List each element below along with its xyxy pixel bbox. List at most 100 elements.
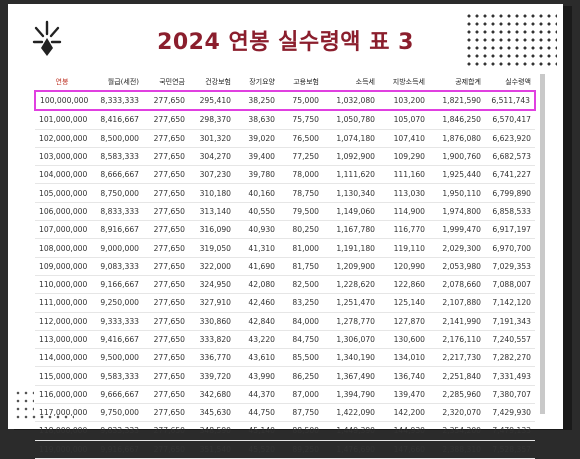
table-cell: 6,858,533 <box>485 202 535 222</box>
table-cell: 113,030 <box>379 183 429 203</box>
table-cell: 277,650 <box>143 440 189 459</box>
table-cell: 9,916,667 <box>93 440 143 459</box>
table-cell: 322,000 <box>189 257 235 276</box>
table-cell: 9,083,333 <box>93 257 143 276</box>
table-cell: 40,930 <box>235 220 279 240</box>
table-row: 112,000,000 9,333,333 277,650 330,860 42,840… <box>35 312 535 331</box>
table-cell: 295,410 <box>189 89 235 112</box>
table-cell: 324,950 <box>189 275 235 295</box>
table-cell: 333,820 <box>189 330 235 350</box>
table-cell: 86,250 <box>279 366 323 386</box>
column-header: 국민연금 <box>143 74 189 92</box>
table-cell: 277,650 <box>143 385 189 405</box>
page-title: 2024 연봉 실수령액 표 3 <box>157 30 414 55</box>
table-row: 109,000,000 9,083,333 277,650 322,000 41,690… <box>35 257 535 276</box>
table-cell: 7,528,357 <box>485 440 535 459</box>
table-cell: 277,650 <box>143 421 189 441</box>
table-cell: 6,970,700 <box>485 238 535 258</box>
table-cell: 7,282,270 <box>485 348 535 368</box>
table-cell: 8,416,667 <box>93 110 143 130</box>
table-row: 118,000,000 9,833,333 277,650 348,590 45,140… <box>35 421 535 441</box>
table-cell: 6,623,920 <box>485 129 535 148</box>
salary-table-container: 연봉 월급(세전) 국민연금 건강보험 장기요양 고용보험 소득세 지방소득세 공제합계 실수령액… <box>34 74 545 459</box>
table-row: 113,000,000 9,416,667 277,650 333,820 43,220… <box>35 330 535 350</box>
table-cell: 8,833,333 <box>93 202 143 222</box>
table-cell: 77,250 <box>279 147 323 167</box>
table-cell: 1,306,070 <box>323 330 379 350</box>
table-header-row: 연봉 월급(세전) 국민연금 건강보험 장기요양 고용보험 소득세 지방소득세 공제합계 실수령액 <box>35 74 535 92</box>
table-cell: 7,029,353 <box>485 257 535 276</box>
table-cell: 107,410 <box>379 129 429 148</box>
table-cell: 1,228,620 <box>323 275 379 295</box>
table-cell: 277,650 <box>143 293 189 313</box>
table-cell: 9,000,000 <box>93 238 143 258</box>
table-cell: 339,720 <box>189 366 235 386</box>
table-cell: 106,000,000 <box>35 202 93 222</box>
table-cell: 7,380,707 <box>485 385 535 405</box>
table-cell: 6,799,890 <box>485 183 535 203</box>
table-row: 114,000,000 9,500,000 277,650 336,770 43,610… <box>35 348 535 368</box>
table-cell: 298,370 <box>189 110 235 130</box>
table-row: 106,000,000 8,833,333 277,650 313,140 40,550… <box>35 202 535 222</box>
table-cell: 277,650 <box>143 202 189 222</box>
table-cell: 1,111,620 <box>323 165 379 185</box>
table-cell: 348,590 <box>189 421 235 441</box>
table-cell: 7,088,007 <box>485 275 535 295</box>
table-cell: 81,000 <box>279 238 323 258</box>
table-row: 103,000,000 8,583,333 277,650 304,270 39,400… <box>35 147 535 167</box>
table-cell: 1,950,110 <box>429 183 485 203</box>
table-cell: 42,840 <box>235 312 279 331</box>
column-header: 공제합계 <box>429 74 485 92</box>
table-cell: 2,217,730 <box>429 348 485 368</box>
table-cell: 6,917,197 <box>485 220 535 240</box>
table-cell: 43,990 <box>235 366 279 386</box>
table-cell: 134,010 <box>379 348 429 368</box>
table-row: 101,000,000 8,416,667 277,650 298,370 38,630… <box>35 110 535 130</box>
table-cell: 9,583,333 <box>93 366 143 386</box>
table-cell: 8,583,333 <box>93 147 143 167</box>
table-cell: 39,020 <box>235 129 279 148</box>
table-cell: 304,270 <box>189 147 235 167</box>
table-cell: 110,000,000 <box>35 275 93 295</box>
table-cell: 84,000 <box>279 312 323 331</box>
table-cell: 75,000 <box>279 89 323 112</box>
table-cell: 105,070 <box>379 110 429 130</box>
table-cell: 319,050 <box>189 238 235 258</box>
column-header: 월급(세전) <box>93 74 143 92</box>
table-cell: 40,160 <box>235 183 279 203</box>
table-cell: 116,770 <box>379 220 429 240</box>
table-cell: 1,925,440 <box>429 165 485 185</box>
table-cell: 277,650 <box>143 257 189 276</box>
column-header: 연봉 <box>35 74 93 92</box>
table-cell: 79,500 <box>279 202 323 222</box>
table-cell: 41,690 <box>235 257 279 276</box>
table-cell: 277,650 <box>143 403 189 423</box>
table-cell: 7,240,557 <box>485 330 535 350</box>
table-cell: 7,429,930 <box>485 403 535 423</box>
table-cell: 107,000,000 <box>35 220 93 240</box>
table-row: 105,000,000 8,750,000 277,650 310,180 40,160… <box>35 183 535 203</box>
table-cell: 1,846,250 <box>429 110 485 130</box>
table-cell: 277,650 <box>143 147 189 167</box>
table-cell: 118,000,000 <box>35 421 93 441</box>
table-cell: 8,750,000 <box>93 183 143 203</box>
table-cell: 115,000,000 <box>35 366 93 386</box>
table-row: 107,000,000 8,916,667 277,650 316,090 40,930… <box>35 220 535 240</box>
table-row: 100,000,000 8,333,333 277,650 295,410 38,250… <box>34 89 536 112</box>
table-cell: 1,340,190 <box>323 348 379 368</box>
table-cell: 38,630 <box>235 110 279 130</box>
table-cell: 8,500,000 <box>93 129 143 148</box>
table-cell: 345,630 <box>189 403 235 423</box>
table-cell: 1,476,690 <box>323 440 379 459</box>
table-cell: 9,833,333 <box>93 421 143 441</box>
table-cell: 105,000,000 <box>35 183 93 203</box>
table-cell: 114,000,000 <box>35 348 93 368</box>
table-cell: 43,220 <box>235 330 279 350</box>
table-cell: 277,650 <box>143 312 189 331</box>
table-cell: 330,860 <box>189 312 235 331</box>
column-header: 실수령액 <box>485 74 535 92</box>
table-cell: 43,610 <box>235 348 279 368</box>
table-cell: 87,750 <box>279 403 323 423</box>
table-cell: 1,367,490 <box>323 366 379 386</box>
table-cell: 112,000,000 <box>35 312 93 331</box>
